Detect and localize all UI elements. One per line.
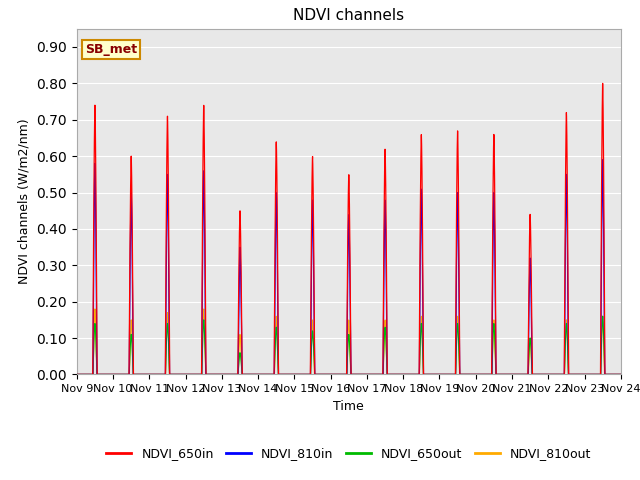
Title: NDVI channels: NDVI channels bbox=[293, 9, 404, 24]
Y-axis label: NDVI channels (W/m2/nm): NDVI channels (W/m2/nm) bbox=[18, 119, 31, 285]
Legend: NDVI_650in, NDVI_810in, NDVI_650out, NDVI_810out: NDVI_650in, NDVI_810in, NDVI_650out, NDV… bbox=[101, 442, 596, 465]
X-axis label: Time: Time bbox=[333, 400, 364, 413]
Text: SB_met: SB_met bbox=[85, 43, 137, 56]
